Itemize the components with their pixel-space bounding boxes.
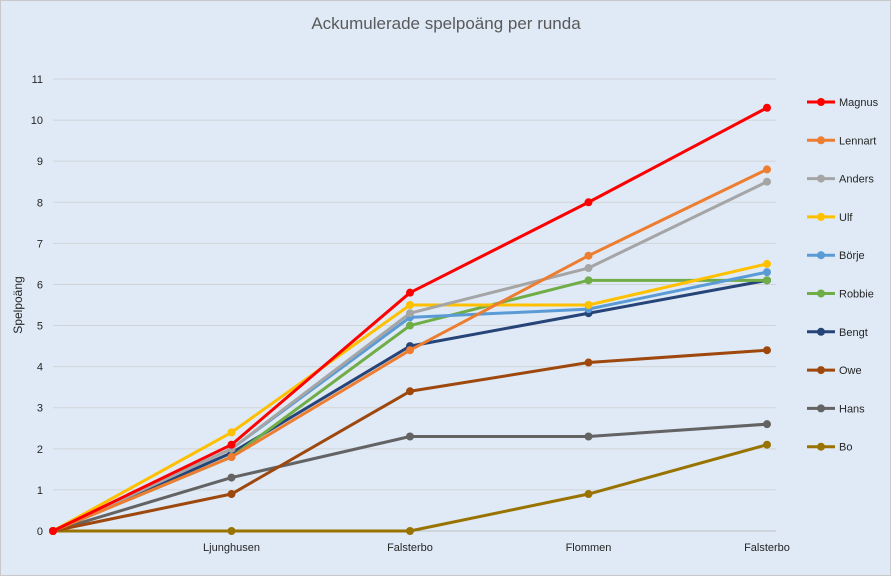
legend-label: Bengt <box>839 327 868 339</box>
y-tick-label: 2 <box>37 444 43 456</box>
legend-label: Börje <box>839 250 865 262</box>
data-point <box>406 288 414 297</box>
legend-label: Magnus <box>839 97 879 109</box>
legend-label: Bo <box>839 442 852 454</box>
legend-item[interactable]: Anders <box>807 174 874 186</box>
legend-marker <box>817 136 825 145</box>
data-point <box>406 321 414 330</box>
data-point <box>227 440 236 449</box>
legend-item[interactable]: Robbie <box>807 289 874 301</box>
x-tick-label: Flommen <box>566 542 612 554</box>
series-magnus <box>49 103 771 535</box>
legend-marker <box>817 366 825 375</box>
data-point <box>227 428 236 437</box>
legend-marker <box>817 212 825 221</box>
data-point <box>406 527 414 535</box>
y-tick-label: 9 <box>37 156 43 168</box>
legend-marker <box>817 251 825 260</box>
data-point <box>49 527 57 535</box>
legend-item[interactable]: Bengt <box>807 327 868 339</box>
data-point <box>227 473 236 482</box>
data-point <box>584 198 593 207</box>
legend-marker <box>817 404 825 413</box>
data-point <box>406 432 414 441</box>
legend-item[interactable]: Owe <box>807 365 862 377</box>
series-ulf <box>49 259 771 535</box>
y-tick-label: 1 <box>37 485 43 497</box>
data-point <box>227 453 236 462</box>
y-tick-label: 8 <box>37 197 43 209</box>
data-point <box>584 301 593 309</box>
legend-label: Ulf <box>839 212 853 224</box>
y-tick-label: 11 <box>32 74 43 86</box>
series-hans <box>49 420 771 535</box>
series-line <box>52 348 768 533</box>
y-tick-label: 4 <box>37 362 43 374</box>
y-tick-label: 6 <box>37 279 43 291</box>
legend-item[interactable]: Bo <box>807 442 852 454</box>
x-tick-label: Ljunghusen <box>203 542 260 554</box>
legend-item[interactable]: Ulf <box>807 212 853 224</box>
legend-label: Owe <box>839 365 862 377</box>
data-point <box>406 301 414 309</box>
legend-item[interactable]: Magnus <box>807 97 879 109</box>
y-tick-label: 10 <box>31 115 43 127</box>
data-point <box>406 309 414 318</box>
y-tick-label: 0 <box>37 526 43 538</box>
legend-item[interactable]: Hans <box>807 403 865 415</box>
legend-marker <box>817 289 825 298</box>
data-point <box>763 103 771 112</box>
legend-marker <box>817 174 825 183</box>
data-point <box>763 420 771 429</box>
data-point <box>763 268 771 277</box>
data-point <box>763 346 771 355</box>
data-point <box>227 490 236 499</box>
data-point <box>584 490 593 499</box>
x-tick-label: Falsterbo <box>744 542 790 554</box>
legend-label: Hans <box>839 403 865 415</box>
legend-marker <box>817 98 825 106</box>
legend-marker <box>817 442 825 451</box>
data-point <box>406 346 414 355</box>
data-point <box>584 276 593 285</box>
data-point <box>763 440 771 449</box>
y-tick-label: 7 <box>37 238 43 250</box>
data-point <box>584 358 593 367</box>
data-point <box>584 251 593 260</box>
y-tick-label: 5 <box>37 321 43 333</box>
legend-label: Anders <box>839 174 874 186</box>
legend-label: Lennart <box>839 135 876 147</box>
legend-item[interactable]: Lennart <box>807 135 876 147</box>
data-point <box>406 387 414 396</box>
x-tick-label: Falsterbo <box>387 542 433 554</box>
data-point <box>763 165 771 174</box>
data-point <box>227 527 236 535</box>
data-point <box>763 177 771 186</box>
legend-label: Robbie <box>839 289 874 301</box>
data-point <box>584 264 593 273</box>
chart-title: Ackumulerade spelpoäng per runda <box>311 14 581 33</box>
data-point <box>584 432 593 441</box>
data-point <box>763 276 771 285</box>
y-tick-label: 3 <box>37 403 43 415</box>
y-axis-label: Spelpoäng <box>11 276 25 333</box>
series-owe <box>49 346 771 535</box>
data-point <box>763 259 771 268</box>
legend-item[interactable]: Börje <box>807 250 865 262</box>
legend-marker <box>817 327 825 336</box>
